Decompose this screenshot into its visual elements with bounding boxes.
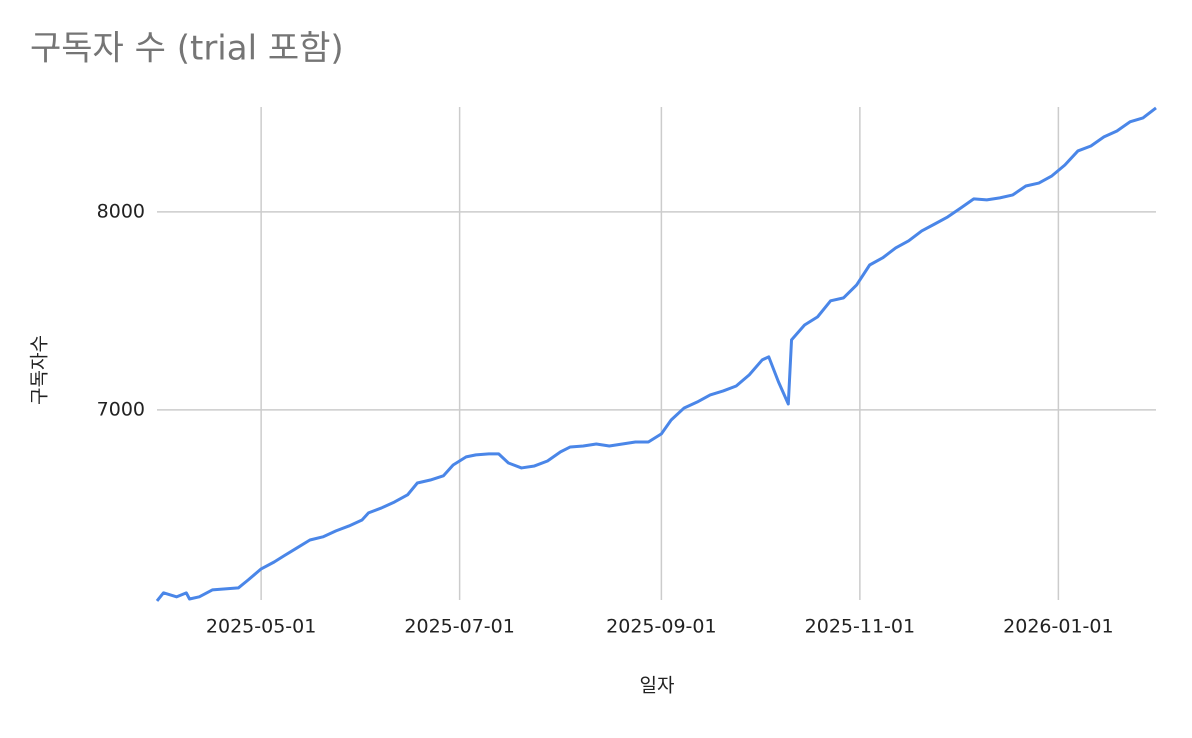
data-line	[155, 106, 1157, 602]
y-axis-label: 구독자수	[29, 335, 51, 405]
x-tick-label: 2025-09-01	[606, 616, 716, 638]
x-tick-label: 2026-01-01	[1003, 616, 1113, 638]
x-tick-label: 2025-07-01	[404, 616, 514, 638]
y-tick-label: 8000	[97, 200, 145, 222]
y-tick-label: 7000	[97, 398, 145, 420]
x-axis-label: 일자	[640, 675, 675, 697]
x-tick-label: 2025-11-01	[805, 616, 915, 638]
x-tick-label: 2025-05-01	[206, 616, 316, 638]
chart-title: 구독자 수 (trial 포함)	[30, 29, 344, 69]
